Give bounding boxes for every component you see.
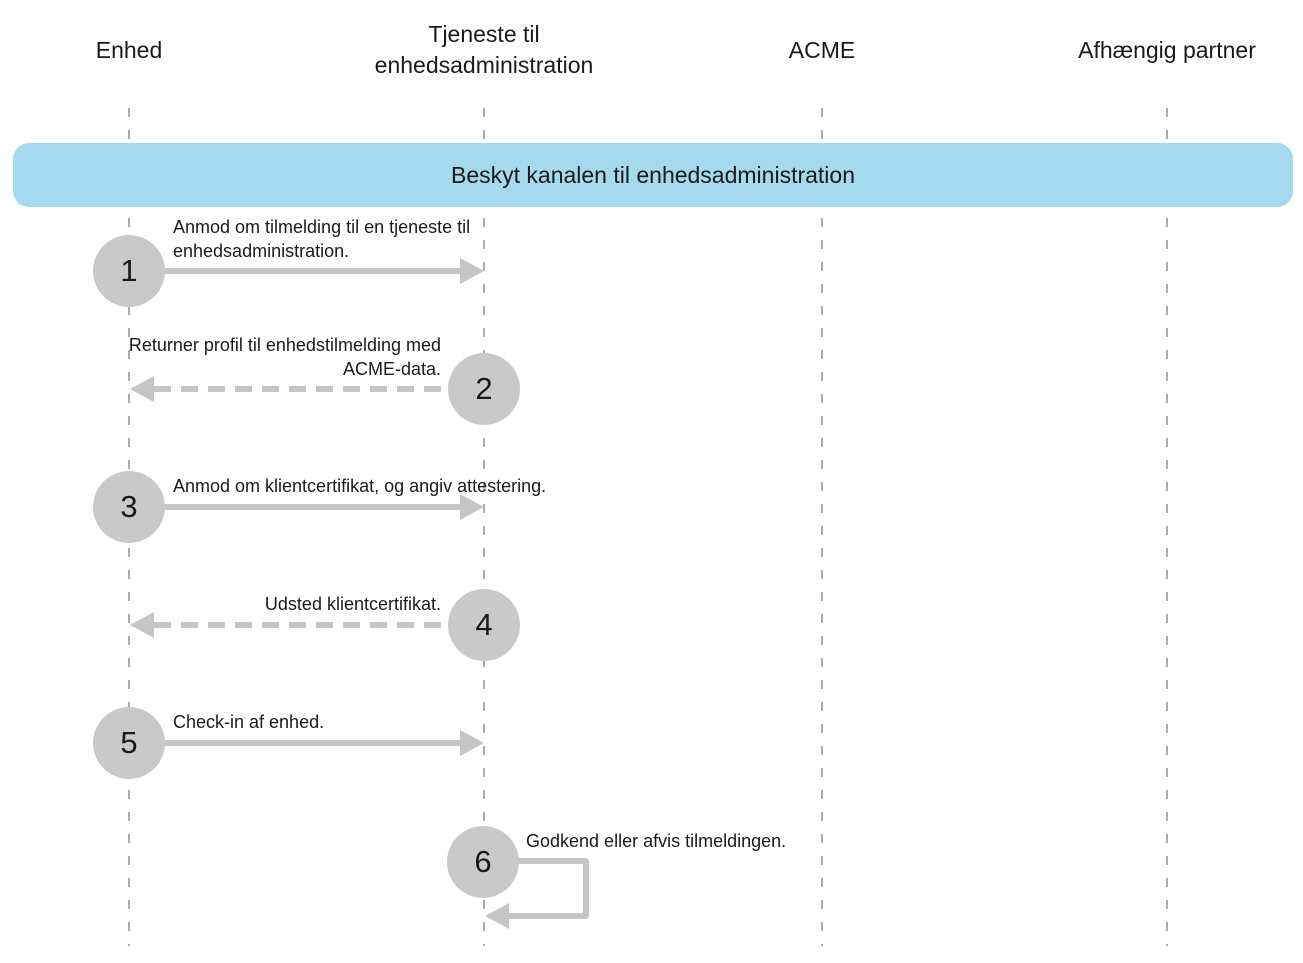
step-2-badge: 2 [448, 353, 520, 425]
lifeline-tjeneste [483, 108, 485, 946]
step-1-arrow [150, 268, 462, 274]
step-6-self-loop-arrow [505, 858, 589, 919]
arrow-right-icon [460, 258, 484, 284]
step-5-badge: 5 [93, 707, 165, 779]
step-3-arrow [150, 504, 462, 510]
lifeline-acme [821, 108, 823, 946]
step-2-label: Returner profil til enhedstilmelding med… [128, 335, 441, 379]
step-6-label: Godkend eller afvis tilmeldingen. [526, 831, 787, 851]
secure-channel-banner: Beskyt kanalen til enhedsadministration [13, 143, 1293, 207]
arrow-left-icon [130, 376, 154, 402]
step-1-badge: 1 [93, 235, 165, 307]
step-2-arrow [154, 386, 450, 392]
arrow-right-icon [460, 730, 484, 756]
step-5-arrow [150, 740, 462, 746]
step-3-badge: 3 [93, 471, 165, 543]
step-4-arrow [154, 622, 450, 628]
arrow-left-icon [485, 903, 509, 929]
actor-label-tjeneste: Tjeneste til enhedsadministration [374, 21, 594, 78]
step-1-label: Anmod om tilmelding til en tjeneste til … [173, 217, 471, 261]
step-5-label: Check-in af enhed. [173, 712, 325, 732]
actor-label-partner: Afhængig partner [1078, 37, 1256, 63]
arrow-right-icon [460, 494, 484, 520]
step-4-badge: 4 [448, 589, 520, 661]
actor-label-enhed: Enhed [95, 37, 163, 63]
step-4-label: Udsted klientcertifikat. [264, 594, 441, 614]
step-6-badge: 6 [447, 826, 519, 898]
banner-label: Beskyt kanalen til enhedsadministration [450, 161, 855, 188]
actor-label-acme: ACME [788, 37, 856, 63]
arrow-left-icon [130, 612, 154, 638]
lifeline-partner [1166, 108, 1168, 946]
step-3-label: Anmod om klientcertifikat, og angiv atte… [173, 476, 547, 496]
